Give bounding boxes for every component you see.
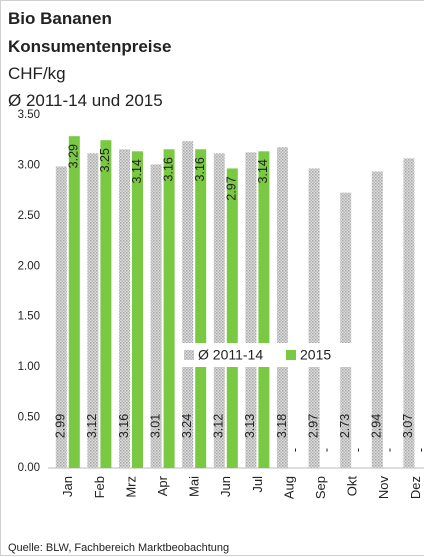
data-label: 2.97	[225, 176, 239, 200]
bar	[213, 153, 225, 468]
x-tick-label: Nov	[376, 476, 391, 500]
data-label: -	[351, 448, 365, 452]
legend-swatch	[184, 350, 194, 360]
data-label: -	[383, 448, 397, 452]
legend-label: 2015	[300, 347, 331, 363]
x-tick-label: Feb	[92, 476, 107, 498]
bar	[55, 166, 67, 469]
data-label: 3.13	[243, 414, 257, 438]
bar	[68, 136, 80, 468]
bar	[371, 171, 383, 469]
legend-box	[178, 343, 363, 367]
y-tick-label: 3.00	[18, 159, 40, 171]
y-tick-label: 2.00	[18, 260, 40, 272]
bar	[308, 168, 320, 468]
y-tick-label: 0.50	[18, 412, 40, 424]
legend-label: Ø 2011-14	[198, 347, 263, 363]
data-label: 3.25	[98, 148, 112, 172]
bar	[403, 158, 415, 468]
y-tick-label: 1.00	[18, 361, 40, 373]
bar	[182, 141, 194, 469]
data-label: 2.97	[306, 414, 320, 438]
x-tick-label: Mrz	[123, 476, 138, 498]
x-tick-label: Aug	[281, 476, 296, 499]
legend-swatch	[286, 350, 296, 360]
bar	[100, 140, 112, 468]
y-tick-label: 2.50	[18, 210, 40, 222]
data-label: 2.73	[338, 414, 352, 438]
bar	[195, 149, 207, 468]
data-label: -	[414, 448, 424, 452]
data-label: 3.29	[67, 144, 81, 168]
data-label: 3.07	[401, 414, 415, 438]
chart-subtitle: Konsumentenpreise	[8, 37, 171, 56]
bar	[150, 164, 162, 469]
bar	[119, 149, 130, 468]
y-tick-label: 3.50	[18, 109, 40, 121]
bar	[277, 147, 288, 468]
data-label: -	[319, 448, 333, 452]
x-tick-label: Jul	[250, 476, 265, 493]
x-tick-label: Okt	[345, 476, 360, 497]
data-label: 3.01	[148, 414, 162, 438]
bar	[340, 192, 352, 468]
bar	[258, 151, 270, 468]
y-tick-label: 0.00	[18, 462, 40, 474]
data-label: 3.24	[180, 414, 194, 438]
period: Ø 2011-14 und 2015	[8, 91, 163, 110]
source: Quelle: BLW, Fachbereich Marktbeobachtun…	[8, 542, 229, 554]
x-tick-label: Apr	[155, 475, 170, 496]
x-tick-label: Dez	[408, 476, 423, 499]
bar	[132, 151, 143, 468]
bar	[163, 149, 175, 468]
data-label: 2.94	[370, 414, 384, 438]
data-label: 2.99	[54, 414, 68, 438]
bar	[245, 152, 257, 468]
data-label: 3.16	[161, 157, 175, 181]
data-label: 3.12	[85, 414, 99, 438]
chart-title: Bio Bananen	[8, 9, 112, 28]
x-tick-label: Jan	[60, 476, 75, 497]
bar	[226, 168, 238, 468]
x-tick-label: Sep	[313, 476, 328, 499]
x-tick-label: Jun	[218, 476, 233, 497]
unit: CHF/kg	[8, 64, 66, 83]
data-label: 3.16	[117, 414, 131, 438]
data-label: 3.16	[193, 157, 207, 181]
data-label: 3.18	[275, 414, 289, 438]
data-label: 3.14	[130, 159, 144, 183]
data-label: 3.12	[212, 414, 226, 438]
y-tick-label: 1.50	[18, 311, 40, 323]
x-tick-label: Mai	[187, 476, 202, 497]
data-label: 3.14	[256, 159, 270, 183]
data-label: -	[288, 448, 302, 452]
bar	[87, 153, 99, 468]
